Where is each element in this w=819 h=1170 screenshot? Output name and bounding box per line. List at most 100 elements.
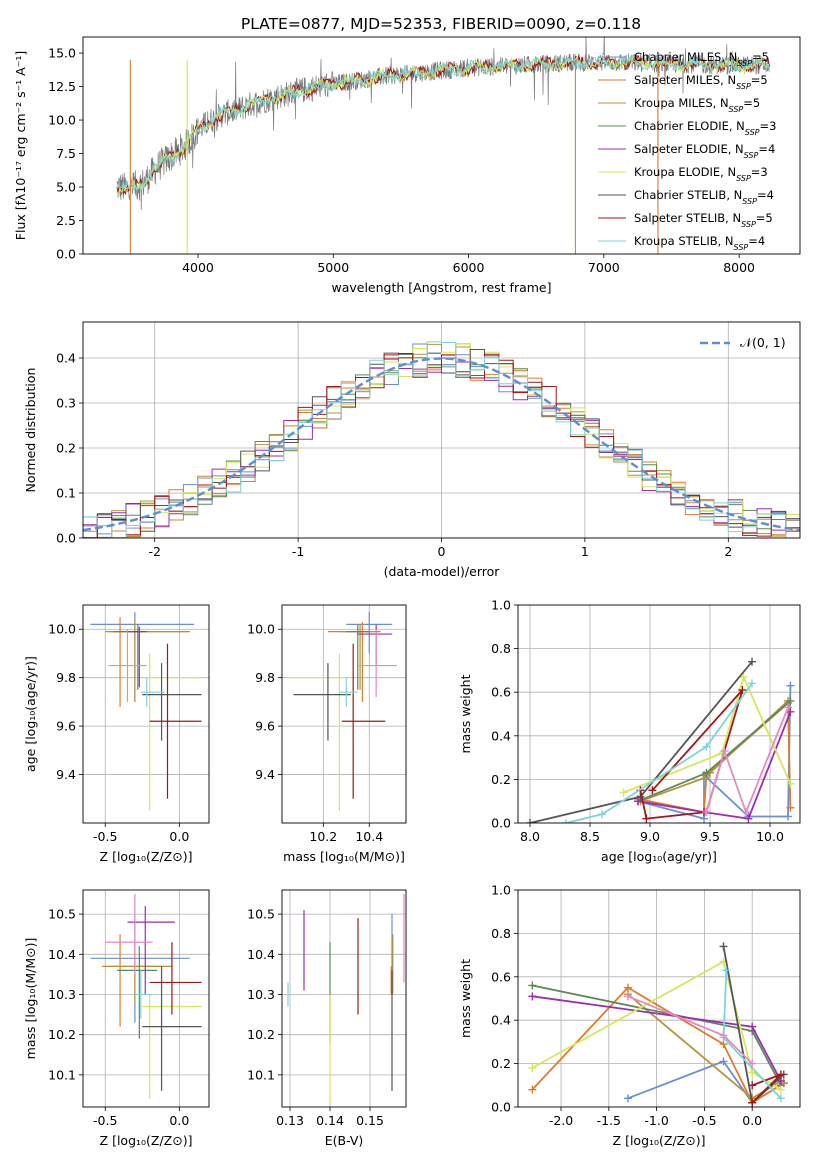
- weight-marker: [720, 747, 729, 756]
- weight-marker: [623, 992, 632, 1001]
- weight-marker: [702, 768, 711, 777]
- weight-marker: [784, 703, 792, 712]
- x-tick-label: -2.0: [549, 1113, 573, 1128]
- y-tick-label: 0.6: [491, 969, 511, 984]
- errorbar-point: [346, 612, 393, 654]
- weight-marker: [748, 1098, 757, 1107]
- weight-marker: [748, 657, 756, 666]
- panel-age-vs-Z: -0.5 0.0 9.4 9.6 9.8 10.0 Z [log₁₀(Z/Z⊙)] age […: [23, 604, 210, 864]
- weight-marker: [748, 1059, 757, 1068]
- weight-marker: [744, 814, 753, 823]
- axes-frame: [517, 889, 801, 1108]
- y-tick-label: 9.8: [255, 670, 275, 685]
- errorbar-point: [134, 970, 153, 1019]
- y-tick-label: 0.0: [491, 1100, 511, 1115]
- weight-marker: [786, 803, 795, 812]
- panel-mass-weight-vs-age: 8.0 8.5 9.0 9.5 10.0 0.0 0.2 0.4 0.6 0.8 1.0 age [l…: [458, 598, 801, 864]
- weight-marker: [786, 779, 795, 788]
- weight-marker: [786, 696, 795, 705]
- y-tick-label: 10.0: [247, 622, 275, 637]
- y-tick-label: 10.4: [247, 947, 275, 962]
- y-tick-label: 10.5: [247, 907, 275, 922]
- weight-marker: [528, 992, 537, 1001]
- normal-reference-curve: [83, 357, 800, 532]
- y-tick-label: 0.3: [56, 396, 76, 411]
- errorbar-point: [341, 643, 386, 799]
- x-axis-label: age [log₁₀(age/yr)]: [601, 849, 717, 864]
- errorbar-point: [145, 653, 202, 811]
- figure-title: PLATE=0877, MJD=52353, FIBERID=0090, z=0…: [241, 15, 641, 33]
- legend-entry: Chabrier ELODIE, NSSP=3: [634, 119, 776, 137]
- x-tick-label: 7000: [588, 260, 620, 275]
- plot-area: [282, 890, 406, 1107]
- weight-line: [751, 1073, 782, 1104]
- weight-marker: [642, 814, 651, 823]
- x-tick-label: 0: [438, 544, 446, 559]
- y-tick-label: 0.2: [56, 441, 76, 456]
- legend-entry: Chabrier MILES, NSSP=5: [634, 50, 769, 68]
- errorbar-point: [149, 942, 202, 1015]
- y-axis-label: mass weight: [458, 959, 473, 1038]
- y-tick-label: 9.8: [56, 670, 76, 685]
- weight-marker: [748, 1081, 757, 1090]
- x-tick-label: 4000: [182, 260, 214, 275]
- axes-frame: [281, 889, 407, 1108]
- weight-marker: [738, 686, 747, 695]
- histogram-step-8: [83, 341, 800, 538]
- y-tick-label: 10.1: [247, 1067, 275, 1082]
- errorbar-point: [140, 677, 165, 707]
- y-tick-label: 15.0: [48, 46, 76, 61]
- panel-mass-vs-EBV: 0.13 0.14 0.15 10.1 10.2 10.3 10.4 10.5 E(B-V): [247, 889, 407, 1148]
- weight-marker: [748, 679, 756, 688]
- weight-marker: [719, 1031, 728, 1040]
- panel-mass-weight-vs-Z: -2.0 -1.5 -1.0 -0.5 0.0 0.0 0.2 0.4 0.6 0.8 1.0 Z […: [458, 883, 801, 1148]
- weight-marker: [776, 1070, 785, 1079]
- y-tick-label: 10.2: [247, 1027, 275, 1042]
- panel-age-vs-mass: 10.2 10.4 9.4 9.6 9.8 10.0 mass [log₁₀(M/M⊙)]: [247, 604, 407, 864]
- y-tick-label: 10.3: [48, 987, 76, 1002]
- weight-marker: [748, 1022, 757, 1031]
- x-axis-label: Z [log₁₀(Z/Z⊙)]: [100, 1133, 193, 1148]
- y-tick-label: 0.1: [56, 486, 76, 501]
- y-tick-label: 0.4: [491, 728, 511, 743]
- axes-frame: [82, 321, 801, 539]
- weight-line: [705, 707, 789, 815]
- x-tick-label: 10.0: [756, 829, 784, 844]
- x-tick-label: 0.0: [169, 829, 189, 844]
- axes-frame: [517, 604, 801, 824]
- axes-frame: [82, 604, 210, 824]
- errorbar-point: [339, 677, 358, 707]
- y-axis-label: mass [log₁₀(M/M⊙)]: [23, 938, 38, 1060]
- x-tick-label: 9.0: [640, 829, 660, 844]
- x-tick-label: 9.5: [700, 829, 720, 844]
- y-axis-label: Normed distribution: [23, 368, 38, 493]
- x-tick-label: 10.4: [355, 829, 383, 844]
- y-tick-label: 0.0: [491, 816, 511, 831]
- legend-entry: Salpeter STELIB, NSSP=5: [634, 211, 773, 229]
- plot-area: [83, 605, 209, 823]
- plot-area: [282, 605, 406, 823]
- weight-marker: [634, 797, 642, 806]
- weight-marker: [528, 1063, 537, 1072]
- legend: 𝒩(0, 1): [700, 335, 786, 350]
- legend-entry: Salpeter MILES, NSSP=5: [634, 73, 768, 91]
- weight-marker: [786, 707, 795, 716]
- y-axis-label: mass weight: [458, 674, 473, 753]
- legend-entry: Kroupa ELODIE, NSSP=3: [634, 165, 768, 183]
- x-tick-label: 8.0: [520, 829, 540, 844]
- model-spectrum-line: [116, 54, 770, 192]
- y-tick-label: 7.5: [56, 146, 76, 161]
- weight-marker: [526, 819, 534, 823]
- weight-marker: [623, 1094, 632, 1103]
- errorbar-point: [108, 629, 147, 702]
- weight-marker: [722, 966, 731, 975]
- weight-marker: [702, 742, 711, 751]
- errorbar-point: [142, 663, 202, 741]
- weight-marker: [739, 672, 748, 681]
- x-tick-label: 0.14: [316, 1113, 344, 1128]
- weight-line: [623, 674, 792, 794]
- y-tick-label: 2.5: [56, 213, 76, 228]
- weight-marker: [648, 786, 657, 795]
- y-tick-label: 10.1: [48, 1067, 76, 1082]
